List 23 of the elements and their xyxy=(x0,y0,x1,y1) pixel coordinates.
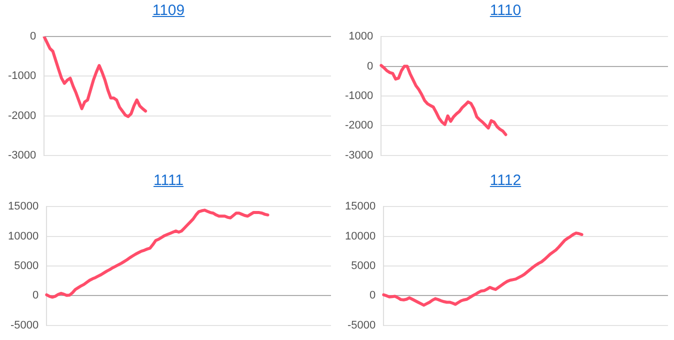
y-tick-label: -1000 xyxy=(8,70,36,82)
y-tick-label: 5000 xyxy=(351,260,376,272)
y-tick-label: 5000 xyxy=(14,260,39,272)
y-tick-label: -1000 xyxy=(344,90,374,102)
y-tick-label: -5000 xyxy=(347,319,376,332)
y-tick-label: 0 xyxy=(369,290,376,302)
y-tick-label: 0 xyxy=(32,290,39,302)
y-tick-label: 15000 xyxy=(8,200,39,213)
y-tick-label: 10000 xyxy=(344,230,376,242)
y-tick-label: 10000 xyxy=(8,230,39,242)
y-tick-label: 15000 xyxy=(344,200,376,213)
y-tick-label: -2000 xyxy=(8,110,36,122)
y-tick-label: -3000 xyxy=(344,149,374,162)
chart-title: 1110 xyxy=(490,2,522,19)
y-tick-label: -2000 xyxy=(344,120,374,132)
y-tick-label: 0 xyxy=(30,30,36,43)
chart-title: 1109 xyxy=(152,2,185,19)
y-tick-label: 0 xyxy=(367,60,374,72)
y-tick-label: 1000 xyxy=(348,30,374,43)
y-tick-label: -3000 xyxy=(8,149,36,162)
y-tick-label: -5000 xyxy=(10,319,39,332)
chart-title: 1111 xyxy=(153,172,184,189)
chart-title: 1112 xyxy=(490,172,522,189)
